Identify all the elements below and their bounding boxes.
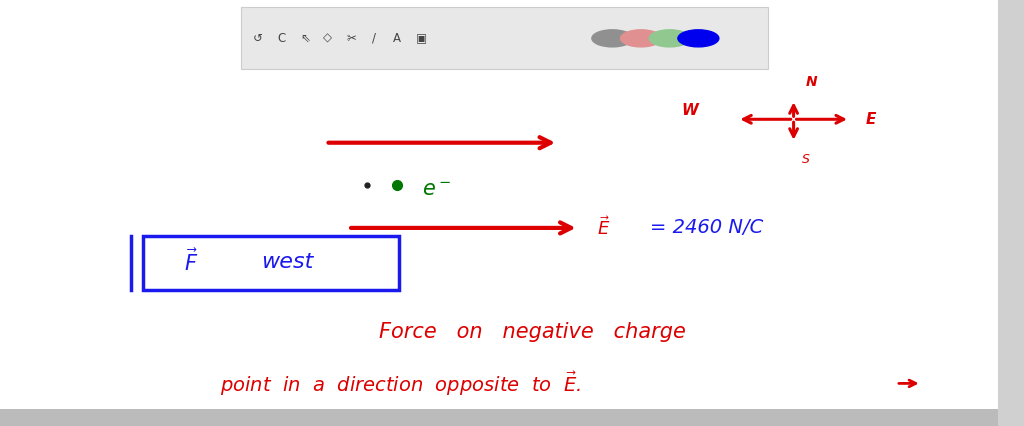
Circle shape: [649, 30, 690, 47]
Text: A: A: [393, 32, 401, 45]
Bar: [241, 7, 768, 69]
Text: ↺: ↺: [253, 32, 263, 45]
Text: ⇖: ⇖: [300, 32, 310, 45]
Text: ◇: ◇: [324, 32, 332, 45]
Text: N: N: [806, 75, 817, 89]
Text: $e^-$: $e^-$: [422, 180, 452, 199]
Circle shape: [592, 30, 633, 47]
Text: $\vec{F}$: $\vec{F}$: [184, 249, 199, 275]
Bar: [0, 409, 1024, 426]
Text: C: C: [278, 32, 286, 45]
Circle shape: [678, 30, 719, 47]
Text: E: E: [865, 112, 876, 127]
Text: S: S: [802, 153, 810, 167]
Text: point  in  a  direction  opposite  to  $\vec{E}$.: point in a direction opposite to $\vec{E…: [220, 369, 582, 397]
Text: west: west: [261, 252, 313, 272]
Bar: [998, 0, 1024, 426]
Text: ▣: ▣: [417, 32, 427, 45]
Text: W: W: [681, 103, 697, 118]
Text: /: /: [372, 32, 376, 45]
Text: Force   on   negative   charge: Force on negative charge: [379, 322, 686, 342]
Text: $\vec{E}$: $\vec{E}$: [597, 216, 610, 239]
Bar: [143, 236, 399, 290]
Circle shape: [621, 30, 662, 47]
Text: = 2460 N/C: = 2460 N/C: [650, 219, 764, 237]
Text: ✂: ✂: [346, 32, 356, 45]
